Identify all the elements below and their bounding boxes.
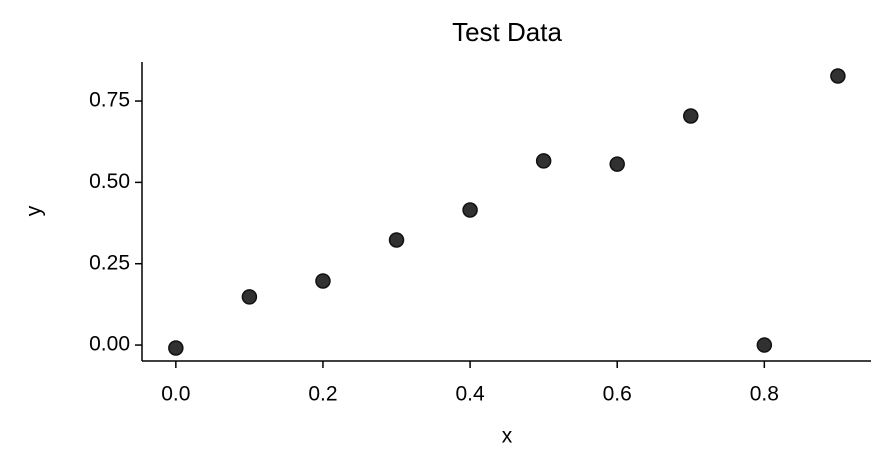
scatter-point <box>241 289 258 305</box>
scatter-point <box>756 337 773 353</box>
x-tick-label: 0.4 <box>455 383 485 406</box>
x-tick-label: 0.2 <box>308 383 337 406</box>
scatter-point <box>830 68 846 84</box>
scatter-point <box>535 153 552 169</box>
scatter-point <box>388 232 405 248</box>
y-tick-label: 0.75 <box>89 89 130 112</box>
x-tick-label: 0.8 <box>750 383 779 406</box>
x-tick-label: 0.6 <box>603 383 632 406</box>
chart-title: Test Data <box>452 17 562 47</box>
scatter-point <box>462 202 478 218</box>
x-tick-label: 0.0 <box>161 383 190 406</box>
scatter-point <box>168 340 184 356</box>
y-axis-label: y <box>23 205 46 216</box>
x-axis-label: x <box>502 425 513 448</box>
y-tick-label: 0.25 <box>89 251 130 274</box>
scatter-point <box>315 273 331 289</box>
scatter-point <box>609 156 625 172</box>
y-tick-label: 0.00 <box>89 333 130 356</box>
y-tick-label: 0.50 <box>89 170 130 193</box>
scatter-point <box>683 108 699 124</box>
